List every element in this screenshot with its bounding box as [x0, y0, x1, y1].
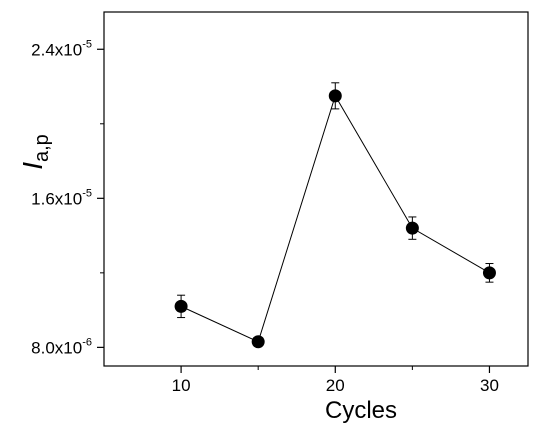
y-axis-title: Ia,p — [17, 134, 53, 170]
data-point-3 — [405, 221, 419, 235]
data-point-4 — [482, 266, 496, 280]
y-tick-label-1: 1.6x10-5 — [31, 187, 92, 208]
y-tick-label-0: 2.4x10-5 — [31, 38, 92, 59]
x-tick-label-10: 10 — [172, 376, 191, 395]
plot-frame — [103, 11, 529, 367]
tick-labels: 10 20 30 2.4x10-5 1.6x10-5 8.0x10-6 Cycles Ia,p — [17, 38, 499, 424]
error-bars — [177, 82, 494, 347]
data-point-1 — [251, 335, 265, 349]
y-tick-label-2: 8.0x10-6 — [31, 336, 92, 357]
axes — [97, 11, 529, 373]
data-points — [174, 89, 496, 349]
x-tick-label-20: 20 — [326, 376, 345, 395]
series-line-layer — [180, 94, 490, 343]
data-point-0 — [174, 299, 188, 313]
x-tick-label-30: 30 — [480, 376, 499, 395]
x-axis-title: Cycles — [325, 397, 397, 424]
series-line-0 — [180, 94, 490, 343]
data-point-2 — [328, 89, 342, 103]
